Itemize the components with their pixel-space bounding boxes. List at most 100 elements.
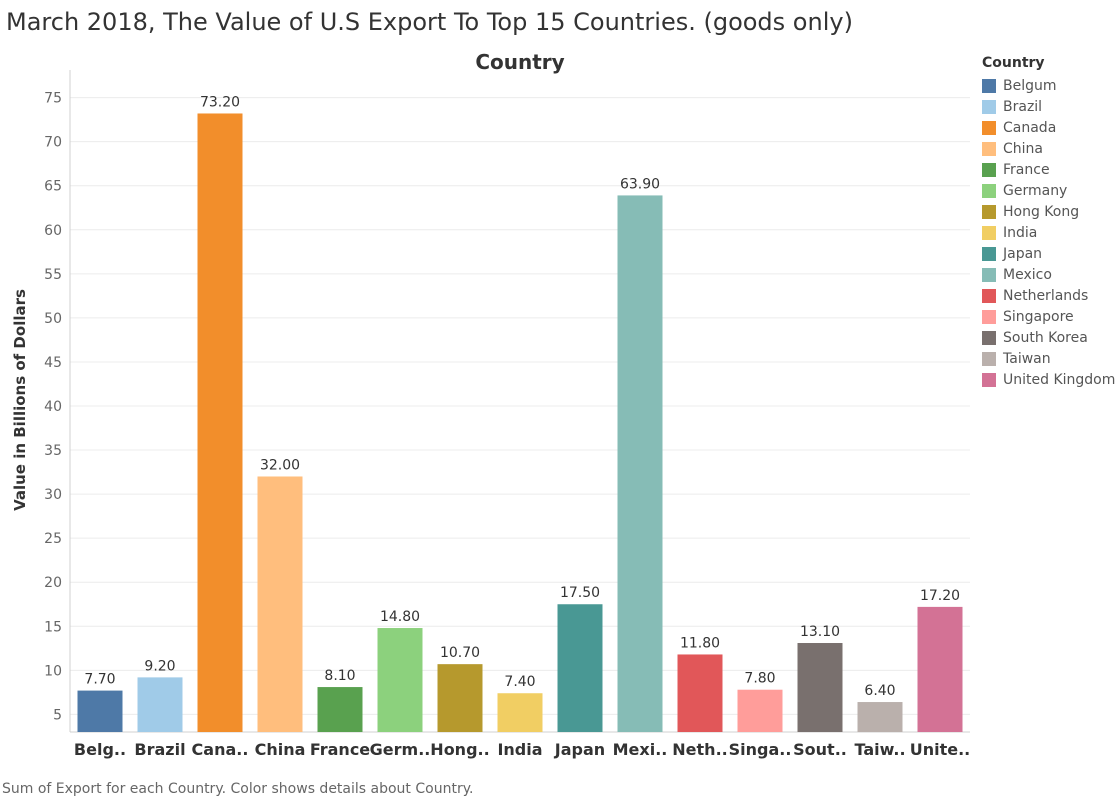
y-tick-label: 75 (44, 91, 62, 107)
bar-chart: Country Value in Billions of Dollars 5 10 15… (11, 50, 970, 759)
legend-swatch (982, 372, 996, 387)
chart-header: Country (475, 50, 564, 74)
bar-singapore (737, 689, 783, 732)
bar-brazil (137, 677, 183, 732)
y-tick-label: 65 (44, 179, 62, 195)
legend-swatch (982, 288, 996, 303)
legend-item-netherlands[interactable]: Netherlands (982, 285, 1120, 306)
value-label: 8.10 (324, 668, 355, 684)
legend-item-brazil[interactable]: Brazil (982, 96, 1120, 117)
legend-label: Netherlands (1003, 287, 1089, 304)
y-tick-label: 30 (44, 487, 62, 503)
labels: Country Value in Billions of Dollars 5 10 15… (11, 50, 970, 759)
x-tick-label: Cana.. (192, 740, 249, 759)
legend-label: United Kingdom (1003, 371, 1116, 388)
legend-item-united-kingdom[interactable]: United Kingdom (982, 369, 1120, 390)
legend-title: Country (982, 55, 1045, 71)
legend-item-mexico[interactable]: Mexico (982, 264, 1120, 285)
x-tick-label: Japan (554, 740, 605, 759)
value-label: 7.80 (744, 671, 775, 687)
legend-swatch (982, 330, 996, 345)
x-tick-label: Belg.. (74, 740, 126, 759)
legend-swatch (982, 267, 996, 282)
legend-swatch (982, 120, 996, 135)
legend-item-belgum[interactable]: Belgum (982, 75, 1120, 96)
bar-united-kingdom (917, 606, 963, 732)
legend-item-south-korea[interactable]: South Korea (982, 327, 1120, 348)
y-tick-label: 55 (44, 267, 62, 283)
legend-swatch (982, 141, 996, 156)
bar-china (257, 476, 303, 732)
y-axis-title: Value in Billions of Dollars (11, 289, 29, 511)
legend-item-india[interactable]: India (982, 222, 1120, 243)
legend-swatch (982, 78, 996, 93)
x-tick-label: Sout.. (793, 740, 847, 759)
legend-label: Hong Kong (1003, 203, 1080, 220)
bar-mexico (617, 195, 663, 732)
x-tick-label: Mexi.. (613, 740, 668, 759)
x-tick-label: France (310, 740, 370, 759)
legend-item-china[interactable]: China (982, 138, 1120, 159)
x-tick-label: Germ.. (370, 740, 431, 759)
legend[interactable]: Country Belgum Brazil Canada China France Ger… (982, 55, 1120, 390)
legend-swatch (982, 309, 996, 324)
value-label: 13.10 (800, 624, 840, 640)
legend-item-hong-kong[interactable]: Hong Kong (982, 201, 1120, 222)
legend-swatch (982, 225, 996, 240)
legend-label: Brazil (1003, 98, 1043, 115)
bar-netherlands (677, 654, 723, 732)
y-tick-label: 20 (44, 575, 62, 591)
y-tick-label: 60 (44, 223, 62, 239)
x-tick-label: Neth.. (672, 740, 727, 759)
value-label: 17.20 (920, 588, 960, 604)
legend-label: Mexico (1003, 266, 1052, 283)
value-label: 32.00 (260, 457, 300, 473)
value-label: 9.20 (144, 658, 175, 674)
legend-item-taiwan[interactable]: Taiwan (982, 348, 1120, 369)
legend-item-singapore[interactable]: Singapore (982, 306, 1120, 327)
legend-label: South Korea (1003, 329, 1088, 346)
y-tick-label: 15 (44, 619, 62, 635)
legend-item-canada[interactable]: Canada (982, 117, 1120, 138)
x-tick-label: Brazil (134, 740, 185, 759)
legend-label: Belgum (1003, 77, 1057, 94)
y-tick-label: 40 (44, 399, 62, 415)
legend-swatch (982, 204, 996, 219)
bar-india (497, 693, 543, 732)
value-label: 63.90 (620, 176, 660, 192)
x-tick-label: Singa.. (729, 740, 792, 759)
bar-south-korea (797, 643, 843, 732)
legend-swatch (982, 99, 996, 114)
legend-label: Singapore (1003, 308, 1074, 325)
legend-items: Belgum Brazil Canada China France Germany Hong… (982, 75, 1120, 390)
y-tick-label: 50 (44, 311, 62, 327)
x-tick-label: Hong.. (430, 740, 489, 759)
y-tick-label: 45 (44, 355, 62, 371)
y-tick-label: 35 (44, 443, 62, 459)
value-label: 14.80 (380, 609, 420, 625)
x-tick-label: Unite.. (910, 740, 971, 759)
footer-caption: Sum of Export for each Country. Color sh… (2, 781, 474, 797)
bar-belgum (77, 690, 123, 732)
page-title: March 2018, The Value of U.S Export To T… (6, 8, 853, 36)
y-tick-label: 5 (53, 707, 62, 723)
value-label: 10.70 (440, 645, 480, 661)
bars (77, 113, 963, 732)
legend-label: Canada (1003, 119, 1057, 136)
legend-item-japan[interactable]: Japan (982, 243, 1120, 264)
x-tick-label: China (255, 740, 306, 759)
bar-hong-kong (437, 664, 483, 732)
bar-canada (197, 113, 243, 732)
legend-label: India (1003, 224, 1038, 241)
value-label: 6.40 (864, 683, 895, 699)
legend-label: China (1003, 140, 1043, 157)
x-tick-label: Taiw.. (854, 740, 905, 759)
legend-swatch (982, 246, 996, 261)
legend-swatch (982, 162, 996, 177)
bar-germany (377, 628, 423, 732)
legend-item-germany[interactable]: Germany (982, 180, 1120, 201)
bar-france (317, 687, 363, 732)
value-label: 17.50 (560, 585, 600, 601)
y-tick-label: 25 (44, 531, 62, 547)
legend-item-france[interactable]: France (982, 159, 1120, 180)
